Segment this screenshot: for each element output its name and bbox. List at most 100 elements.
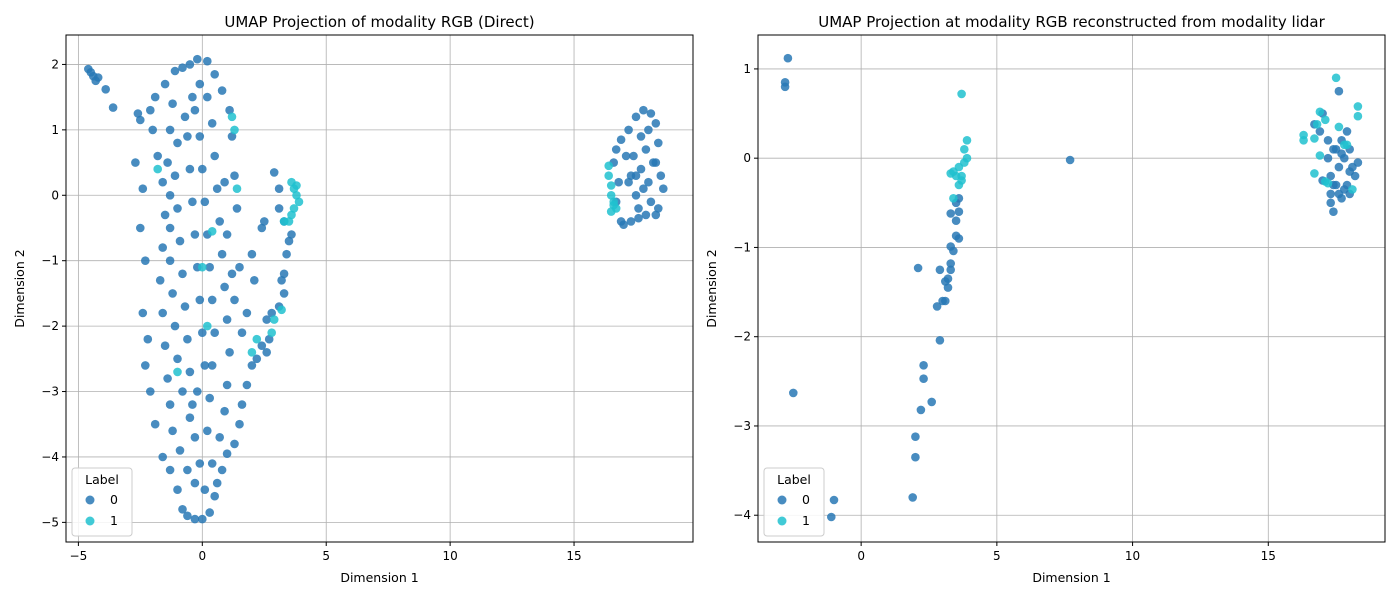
data-point (170, 66, 180, 76)
data-point (136, 115, 145, 125)
data-point (1326, 171, 1335, 181)
data-point (616, 217, 626, 226)
data-point (1342, 127, 1352, 136)
data-point (274, 184, 284, 193)
data-point (222, 315, 232, 324)
data-point (949, 194, 958, 203)
data-point (141, 361, 150, 370)
data-point (235, 262, 244, 272)
x-axis-label: Dimension 1 (340, 570, 418, 585)
data-point (138, 184, 148, 193)
data-point (260, 217, 269, 226)
legend-label-0: 0 (110, 492, 118, 507)
data-point (136, 223, 145, 233)
legend-label-0: 0 (802, 492, 810, 507)
data-point (649, 158, 658, 167)
data-point (292, 191, 301, 200)
data-point (636, 132, 646, 141)
data-point (624, 125, 633, 135)
data-point (178, 387, 187, 396)
data-point (138, 308, 148, 318)
data-point (1321, 115, 1330, 125)
data-point (198, 328, 207, 338)
data-point (190, 433, 200, 442)
data-point (173, 138, 182, 148)
data-point (198, 514, 207, 524)
y-axis-label: Dimension 2 (12, 249, 27, 327)
data-point (262, 348, 272, 357)
data-point (611, 204, 621, 213)
data-point (220, 406, 229, 416)
data-point (155, 276, 165, 285)
data-point (183, 334, 192, 344)
x-tick-label: 15 (566, 549, 581, 563)
data-point (242, 380, 252, 390)
data-point (185, 367, 195, 377)
data-point (631, 191, 641, 200)
data-point (203, 321, 212, 331)
data-point (935, 265, 945, 275)
data-point (215, 217, 224, 226)
data-point (205, 393, 214, 403)
x-axis-label: Dimension 1 (1032, 570, 1110, 585)
data-point (210, 151, 219, 161)
data-point (829, 495, 839, 505)
data-point (783, 53, 793, 63)
data-point (160, 79, 170, 89)
data-point (284, 236, 294, 246)
data-point (175, 446, 185, 455)
data-point (190, 230, 200, 239)
data-point (225, 105, 234, 115)
data-point (631, 171, 641, 180)
data-point (220, 282, 229, 292)
data-point (957, 176, 966, 185)
data-point (165, 256, 175, 266)
data-point (203, 426, 212, 436)
data-point (1065, 155, 1075, 165)
data-point (93, 73, 103, 82)
data-point (946, 265, 955, 275)
data-point (158, 452, 167, 462)
chart-title: UMAP Projection of modality RGB (Direct) (224, 13, 534, 31)
data-point (185, 60, 195, 69)
data-point (949, 246, 958, 256)
data-point (247, 249, 257, 259)
data-point (606, 191, 616, 200)
data-point (282, 249, 291, 259)
data-point (294, 197, 304, 207)
data-point (1329, 207, 1338, 216)
data-point (193, 54, 202, 64)
data-point (190, 478, 200, 488)
data-point (957, 89, 966, 99)
data-point (210, 70, 219, 79)
data-point (158, 308, 167, 318)
data-point (230, 125, 239, 135)
data-point (150, 92, 160, 102)
data-point (195, 132, 205, 141)
y-tick-label: −3 (733, 419, 751, 433)
data-point (1312, 120, 1322, 129)
data-point (225, 348, 234, 357)
legend: Label 0 1 (71, 467, 133, 537)
data-point (641, 145, 651, 154)
data-point (634, 213, 643, 223)
data-point (654, 138, 663, 148)
data-point (656, 171, 666, 180)
data-point (604, 171, 613, 180)
data-point (207, 459, 217, 468)
data-point (195, 295, 205, 305)
data-point (230, 439, 239, 449)
data-point (1334, 162, 1344, 172)
data-point (292, 181, 301, 190)
data-point (210, 491, 219, 501)
data-point (153, 164, 162, 174)
data-point (207, 119, 217, 128)
data-point (247, 361, 257, 370)
data-point (257, 223, 267, 233)
data-point (1323, 178, 1333, 188)
data-point (150, 419, 160, 429)
data-point (215, 433, 224, 442)
series-1 (153, 112, 621, 377)
series-0 (780, 53, 1363, 522)
